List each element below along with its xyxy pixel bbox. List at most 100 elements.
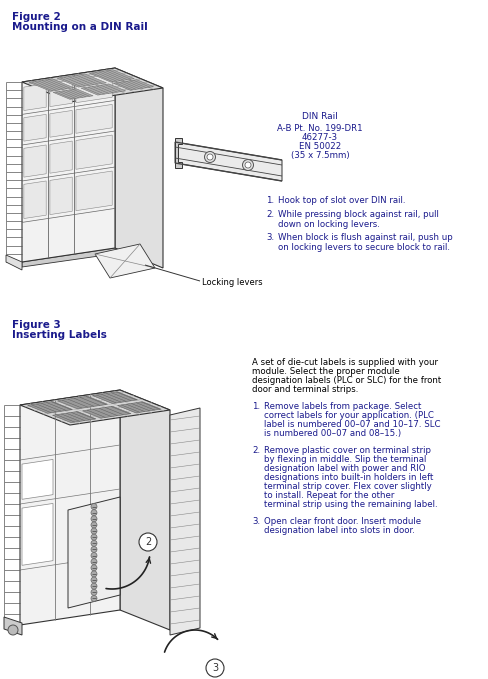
Polygon shape [89, 70, 134, 82]
Circle shape [205, 659, 224, 677]
Polygon shape [76, 105, 112, 133]
Text: is numbered 00–07 and 08–15.): is numbered 00–07 and 08–15.) [264, 429, 400, 438]
Polygon shape [170, 408, 200, 635]
Circle shape [204, 151, 215, 162]
Circle shape [91, 504, 97, 509]
Text: Hook top of slot over DIN rail.: Hook top of slot over DIN rail. [278, 196, 405, 205]
Circle shape [139, 533, 157, 551]
Text: 2.: 2. [265, 210, 274, 219]
Polygon shape [24, 145, 46, 177]
Polygon shape [50, 177, 72, 215]
Text: 46277-3: 46277-3 [301, 133, 337, 142]
Text: down on locking levers.: down on locking levers. [278, 220, 379, 229]
Text: 2.: 2. [251, 446, 260, 455]
Text: When block is flush against rail, push up: When block is flush against rail, push u… [278, 233, 452, 242]
Polygon shape [27, 401, 72, 414]
Circle shape [91, 516, 97, 522]
Text: Figure 2: Figure 2 [12, 12, 61, 22]
Polygon shape [81, 84, 125, 95]
Circle shape [91, 540, 97, 547]
Text: Inserting Labels: Inserting Labels [12, 330, 107, 340]
Polygon shape [22, 503, 53, 566]
Polygon shape [175, 138, 182, 168]
Polygon shape [24, 84, 46, 111]
Polygon shape [57, 74, 106, 87]
Text: Figure 3: Figure 3 [12, 320, 61, 330]
Text: designation label into slots in door.: designation label into slots in door. [264, 526, 414, 535]
Circle shape [91, 510, 97, 515]
Circle shape [242, 160, 253, 170]
Text: 3: 3 [211, 663, 218, 673]
Circle shape [244, 162, 250, 168]
Text: terminal strip cover. Flex cover slightly: terminal strip cover. Flex cover slightl… [264, 482, 431, 491]
Text: to install. Repeat for the other: to install. Repeat for the other [264, 491, 393, 500]
Text: designations into built-in holders in left: designations into built-in holders in le… [264, 473, 432, 482]
Polygon shape [52, 411, 96, 422]
Text: module. Select the proper module: module. Select the proper module [251, 367, 399, 376]
Text: designation label with power and RIO: designation label with power and RIO [264, 464, 425, 473]
Polygon shape [175, 142, 282, 181]
Circle shape [91, 559, 97, 565]
Polygon shape [22, 460, 53, 499]
Polygon shape [20, 390, 170, 425]
Polygon shape [115, 68, 163, 268]
Text: Locking levers: Locking levers [202, 278, 262, 287]
Text: Remove labels from package. Select: Remove labels from package. Select [264, 402, 421, 411]
Polygon shape [29, 79, 74, 91]
Text: terminal strip using the remaining label.: terminal strip using the remaining label… [264, 500, 437, 509]
Polygon shape [117, 402, 161, 413]
Polygon shape [53, 89, 93, 99]
Circle shape [91, 595, 97, 602]
Polygon shape [22, 68, 163, 102]
Polygon shape [24, 114, 46, 141]
Polygon shape [76, 74, 112, 103]
Circle shape [91, 547, 97, 553]
Circle shape [91, 565, 97, 571]
Text: A set of die-cut labels is supplied with your: A set of die-cut labels is supplied with… [251, 358, 437, 367]
Text: DIN Rail: DIN Rail [302, 112, 337, 121]
Polygon shape [50, 111, 72, 137]
Polygon shape [22, 68, 115, 262]
Polygon shape [76, 171, 112, 210]
Circle shape [91, 522, 97, 528]
Text: 1.: 1. [251, 402, 260, 411]
Polygon shape [50, 80, 72, 107]
Polygon shape [24, 181, 46, 219]
Polygon shape [4, 617, 22, 635]
Text: by flexing in middle. Slip the terminal: by flexing in middle. Slip the terminal [264, 455, 426, 464]
Polygon shape [120, 390, 170, 630]
Text: 2: 2 [144, 537, 151, 547]
Circle shape [91, 571, 97, 577]
Circle shape [8, 625, 18, 635]
Text: A-B Pt. No. 199-DR1: A-B Pt. No. 199-DR1 [277, 124, 362, 133]
Polygon shape [20, 390, 120, 625]
Circle shape [91, 577, 97, 583]
Polygon shape [68, 497, 120, 608]
Polygon shape [82, 406, 131, 418]
Text: designation labels (PLC or SLC) for the front: designation labels (PLC or SLC) for the … [251, 376, 440, 385]
Polygon shape [113, 79, 153, 90]
Polygon shape [95, 244, 155, 278]
Polygon shape [92, 392, 137, 403]
Circle shape [91, 589, 97, 595]
Polygon shape [50, 141, 72, 173]
Polygon shape [76, 135, 112, 169]
Circle shape [91, 553, 97, 559]
Text: door and terminal strips.: door and terminal strips. [251, 385, 358, 394]
Text: While pressing block against rail, pull: While pressing block against rail, pull [278, 210, 438, 219]
Text: (35 x 7.5mm): (35 x 7.5mm) [290, 151, 348, 160]
Text: on locking levers to secure block to rail.: on locking levers to secure block to rai… [278, 243, 449, 252]
Polygon shape [58, 397, 107, 409]
Text: label is numbered 00–07 and 10–17. SLC: label is numbered 00–07 and 10–17. SLC [264, 420, 440, 429]
Polygon shape [22, 248, 120, 267]
Text: 3.: 3. [251, 517, 260, 526]
Polygon shape [6, 255, 22, 270]
Text: EN 50022: EN 50022 [298, 142, 341, 151]
Circle shape [91, 528, 97, 534]
Circle shape [91, 534, 97, 540]
Circle shape [91, 583, 97, 589]
Circle shape [206, 154, 213, 160]
Text: 1.: 1. [265, 196, 274, 205]
Text: 3.: 3. [265, 233, 274, 242]
Text: Remove plastic cover on terminal strip: Remove plastic cover on terminal strip [264, 446, 430, 455]
